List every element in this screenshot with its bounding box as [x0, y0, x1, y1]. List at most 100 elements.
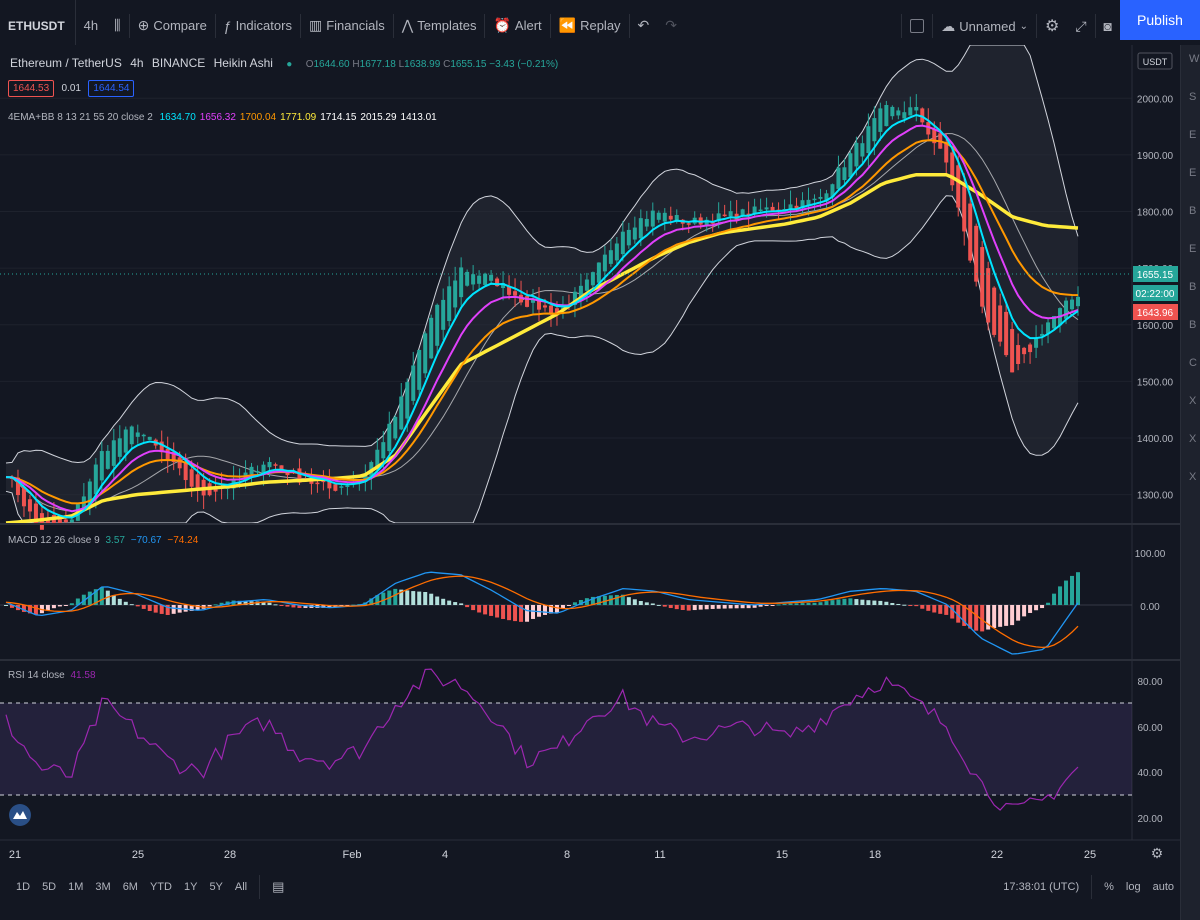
chart-settings-gear-icon[interactable]: ⚙: [1151, 845, 1164, 861]
range-button-1y[interactable]: 1Y: [183, 881, 198, 893]
log-toggle[interactable]: log: [1125, 881, 1141, 893]
macd-bar: [165, 605, 170, 615]
snapshot-button[interactable]: ◙: [1096, 0, 1120, 52]
macd-bar: [1052, 593, 1057, 605]
redo-button[interactable]: ↷: [657, 0, 685, 52]
divider: [628, 13, 630, 38]
macd-bar: [489, 605, 494, 616]
price-tick: 1600.00: [1137, 321, 1174, 332]
macd-bar: [27, 605, 32, 614]
candle-body: [279, 465, 284, 470]
last-price-label: 1655.15: [1137, 270, 1174, 281]
macd-bar: [590, 596, 595, 605]
candle-body: [1016, 345, 1021, 365]
calendar-icon: ▤: [272, 879, 285, 894]
candle-body: [800, 200, 805, 209]
watchlist-item-fragment[interactable]: E: [1189, 243, 1197, 255]
range-button-5y[interactable]: 5Y: [209, 881, 223, 893]
macd-bar: [956, 605, 961, 623]
watchlist-item-fragment[interactable]: E: [1189, 167, 1197, 179]
watchlist-item-fragment[interactable]: C: [1189, 357, 1197, 369]
watchlist-item-fragment[interactable]: X: [1189, 395, 1197, 407]
rsi-legend[interactable]: RSI 14 close 41.58: [8, 670, 96, 681]
percent-toggle[interactable]: %: [1104, 881, 1114, 893]
symbol-title[interactable]: Ethereum / TetherUS: [10, 56, 122, 70]
watchlist-item-fragment[interactable]: B: [1189, 205, 1197, 217]
right-sidebar-strip[interactable]: W S E E B E B B C X X X: [1180, 45, 1200, 920]
goto-date-button[interactable]: ▤: [266, 879, 290, 895]
macd-bar: [854, 599, 859, 605]
range-button-ytd[interactable]: YTD: [149, 881, 172, 893]
macd-bar: [710, 605, 715, 609]
watchlist-item-fragment[interactable]: X: [1189, 433, 1197, 445]
fullscreen-button[interactable]: ⤢: [1067, 0, 1094, 52]
watchlist-item-fragment[interactable]: S: [1189, 91, 1197, 103]
auto-toggle[interactable]: auto: [1152, 881, 1174, 893]
clock-label[interactable]: 17:38:01 (UTC): [1003, 881, 1080, 893]
range-button-all[interactable]: All: [234, 881, 248, 893]
watchlist-item-fragment[interactable]: E: [1189, 129, 1197, 141]
replay-button[interactable]: ⏪ Replay: [551, 0, 629, 52]
candle-body: [45, 520, 50, 525]
range-button-3m[interactable]: 3M: [95, 881, 111, 893]
ema-bb-legend[interactable]: 4EMA+BB 8 13 21 55 20 close 2 1634.70 165…: [8, 112, 437, 123]
time-axis[interactable]: 21 25 28 Feb 4 8 11 15 18 22 25: [9, 849, 1096, 861]
templates-button[interactable]: ⋀ Templates: [394, 0, 485, 52]
candle-body: [405, 382, 410, 419]
undo-button[interactable]: ↶: [630, 0, 658, 52]
chart-canvas[interactable]: 2000.001900.001800.001700.001600.001500.…: [0, 45, 1180, 870]
macd-bar: [237, 600, 242, 605]
indicators-button[interactable]: ƒ Indicators: [216, 0, 300, 52]
candle-body: [620, 231, 625, 255]
macd-legend[interactable]: MACD 12 26 close 9 3.57 −70.67 −74.24: [8, 535, 198, 546]
ema-bb-value: 1700.04: [239, 112, 277, 123]
range-button-1m[interactable]: 1M: [68, 881, 84, 893]
watchlist-item-fragment[interactable]: X: [1189, 471, 1197, 483]
tradingview-logo[interactable]: [9, 804, 31, 826]
layout-name-button[interactable]: ☁ Unnamed ⌄: [933, 0, 1036, 52]
candle-body: [926, 122, 931, 135]
macd-bar: [914, 605, 919, 607]
change-value: −3.43 (−0.21%): [489, 59, 559, 70]
time-tick: Feb: [343, 849, 362, 861]
candle-body: [686, 223, 691, 225]
range-button-5d[interactable]: 5D: [42, 881, 57, 893]
sell-price-button[interactable]: 1644.53: [8, 80, 55, 97]
price-tick: 1400.00: [1137, 434, 1174, 445]
divider: [128, 13, 130, 38]
ema-price-badge: [1133, 304, 1178, 320]
alert-button[interactable]: ⏰ Alert: [485, 0, 549, 52]
candle-body: [668, 215, 673, 220]
macd-bar: [836, 599, 841, 605]
macd-bar: [776, 604, 781, 606]
publish-button[interactable]: Publish: [1120, 0, 1200, 40]
settings-button[interactable]: ⚙: [1037, 0, 1067, 52]
currency-badge-box[interactable]: [1137, 52, 1173, 70]
fullscreen-layout-button[interactable]: [902, 0, 932, 52]
chart-style-button[interactable]: ⫼: [106, 0, 128, 52]
candle-body: [327, 479, 332, 489]
macd-bar: [375, 595, 380, 605]
divider: [214, 13, 216, 38]
candle-body: [788, 204, 793, 209]
range-button-1d[interactable]: 1D: [16, 881, 31, 893]
price-tick: 1300.00: [1137, 491, 1174, 502]
interval-button[interactable]: 4h: [83, 18, 99, 33]
candle-body: [716, 213, 721, 222]
macd-bar: [830, 600, 835, 605]
symbol-search-button[interactable]: ETHUSDT: [0, 0, 76, 52]
macd-bar: [992, 605, 997, 629]
candle-body: [213, 488, 218, 492]
watchlist-item-fragment[interactable]: W: [1189, 53, 1200, 65]
range-button-6m[interactable]: 6M: [122, 881, 138, 893]
divider: [1035, 14, 1037, 38]
macd-bar: [554, 605, 559, 613]
buy-price-button[interactable]: 1644.54: [88, 80, 135, 97]
financials-button[interactable]: ▥ Financials: [301, 0, 393, 52]
compare-button[interactable]: ⊕ Compare: [130, 0, 215, 52]
watchlist-item-fragment[interactable]: B: [1189, 319, 1197, 331]
time-tick: 28: [224, 849, 236, 861]
divider: [392, 13, 394, 38]
candle-body: [525, 296, 530, 307]
watchlist-item-fragment[interactable]: B: [1189, 281, 1197, 293]
